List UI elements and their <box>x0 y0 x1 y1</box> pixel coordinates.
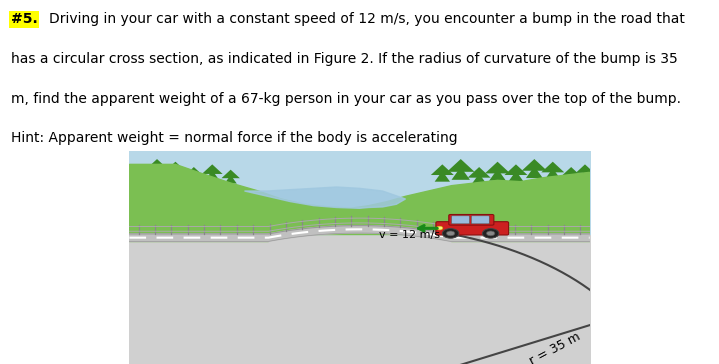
FancyBboxPatch shape <box>449 214 494 225</box>
Polygon shape <box>131 171 146 182</box>
Polygon shape <box>221 170 240 178</box>
Polygon shape <box>564 173 578 183</box>
Circle shape <box>482 229 499 238</box>
Text: has a circular cross section, as indicated in Figure 2. If the radius of curvatu: has a circular cross section, as indicat… <box>11 52 677 66</box>
FancyBboxPatch shape <box>436 222 508 235</box>
Polygon shape <box>431 165 454 175</box>
Polygon shape <box>149 166 165 178</box>
Polygon shape <box>561 167 582 177</box>
Polygon shape <box>545 169 560 179</box>
Circle shape <box>436 226 443 230</box>
Text: Driving in your car with a constant speed of 12 m/s, you encounter a bump in the: Driving in your car with a constant spee… <box>49 12 684 26</box>
Text: v = 12 m/s: v = 12 m/s <box>379 230 440 241</box>
Polygon shape <box>505 165 528 175</box>
Polygon shape <box>164 162 187 173</box>
Text: Hint: Apparent weight = normal force if the body is accelerating: Hint: Apparent weight = normal force if … <box>11 131 457 146</box>
Polygon shape <box>485 162 510 173</box>
Polygon shape <box>168 169 183 179</box>
Polygon shape <box>508 171 523 182</box>
Polygon shape <box>576 165 594 173</box>
Polygon shape <box>129 226 590 241</box>
Polygon shape <box>224 175 237 183</box>
Polygon shape <box>129 234 268 241</box>
Polygon shape <box>202 165 223 174</box>
Text: m, find the apparent weight of a 67-kg person in your car as you pass over the t: m, find the apparent weight of a 67-kg p… <box>11 92 681 106</box>
Circle shape <box>446 231 454 236</box>
FancyBboxPatch shape <box>452 216 470 224</box>
Polygon shape <box>129 218 590 234</box>
Polygon shape <box>186 174 201 184</box>
Polygon shape <box>447 159 475 172</box>
Polygon shape <box>127 165 150 175</box>
Polygon shape <box>183 167 206 178</box>
Polygon shape <box>522 159 547 171</box>
Polygon shape <box>579 170 591 178</box>
Polygon shape <box>435 171 450 182</box>
Polygon shape <box>526 166 543 178</box>
Polygon shape <box>206 170 219 180</box>
Circle shape <box>487 231 495 236</box>
Text: #5.: #5. <box>11 12 37 26</box>
Polygon shape <box>145 159 170 171</box>
Polygon shape <box>489 169 506 181</box>
Polygon shape <box>541 162 564 173</box>
Polygon shape <box>129 165 590 234</box>
FancyBboxPatch shape <box>472 216 489 224</box>
Polygon shape <box>452 167 470 180</box>
Circle shape <box>442 229 459 238</box>
Polygon shape <box>472 174 487 184</box>
Polygon shape <box>451 234 590 241</box>
Polygon shape <box>244 187 406 208</box>
Text: r = 35 m: r = 35 m <box>528 330 583 364</box>
Polygon shape <box>467 167 490 178</box>
